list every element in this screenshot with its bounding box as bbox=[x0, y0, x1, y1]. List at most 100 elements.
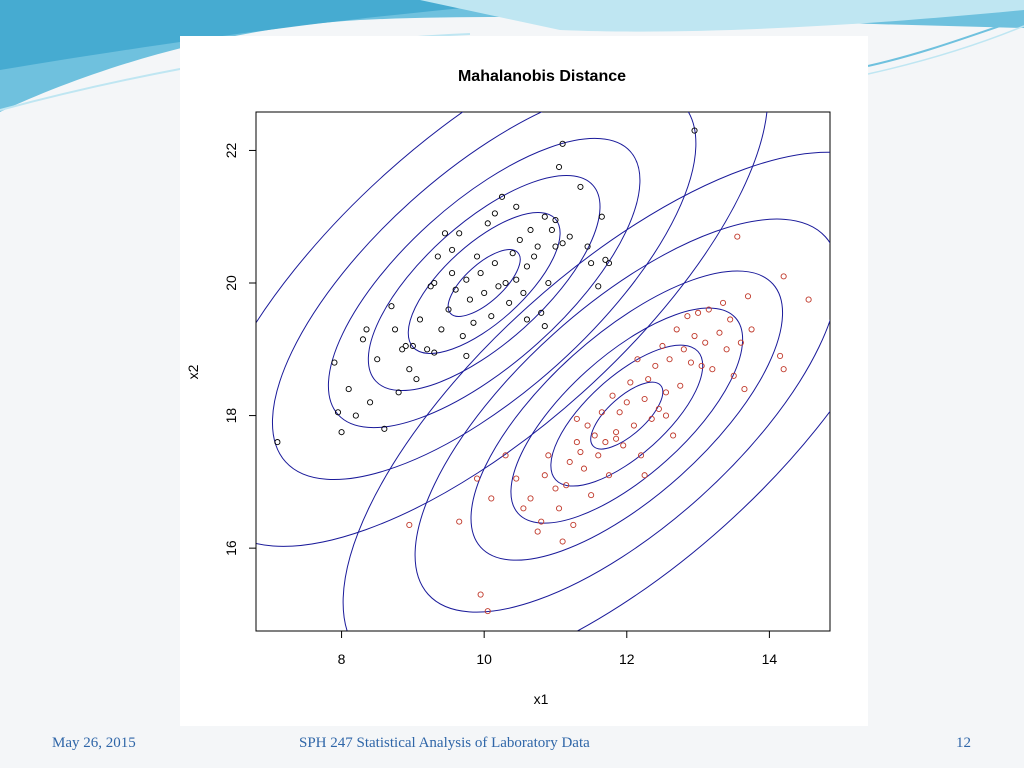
data-point-2-7 bbox=[502, 452, 509, 459]
contour-ellipse-1-6 bbox=[256, 112, 769, 547]
data-point-2-56 bbox=[698, 362, 705, 369]
data-point-1-9 bbox=[367, 399, 374, 406]
data-point-2-27 bbox=[595, 452, 602, 459]
data-point-1-2 bbox=[331, 359, 338, 366]
data-point-2-63 bbox=[727, 316, 734, 323]
data-point-1-6 bbox=[352, 412, 359, 419]
data-point-1-57 bbox=[552, 243, 559, 250]
data-point-2-66 bbox=[744, 293, 752, 300]
data-point-2-59 bbox=[709, 366, 716, 373]
data-point-2-12 bbox=[538, 518, 545, 525]
data-point-1-71 bbox=[431, 279, 438, 287]
data-point-2-42 bbox=[648, 415, 655, 422]
data-point-2-35 bbox=[623, 399, 630, 406]
data-point-2-57 bbox=[702, 339, 709, 346]
page-number: 12 bbox=[956, 735, 971, 751]
data-point-2-10 bbox=[527, 495, 534, 502]
data-point-1-37 bbox=[481, 289, 488, 297]
scatter-chart: Mahalanobis Distance 8 10 12 14 16 18 20 22 x1… bbox=[185, 68, 831, 707]
contour-ellipse-1-3 bbox=[367, 174, 601, 392]
data-point-1-59 bbox=[559, 140, 566, 147]
data-point-1-55 bbox=[545, 279, 552, 287]
data-point-1-73 bbox=[552, 216, 559, 224]
data-point-1-76 bbox=[541, 323, 548, 330]
data-point-2-22 bbox=[577, 448, 584, 456]
data-point-2-9 bbox=[520, 505, 527, 512]
data-point-2-54 bbox=[691, 332, 698, 340]
data-point-2-53 bbox=[687, 359, 695, 366]
data-point-2-41 bbox=[645, 376, 652, 383]
data-point-1-4 bbox=[338, 429, 345, 436]
data-point-1-14 bbox=[395, 389, 402, 396]
data-point-1-19 bbox=[413, 376, 420, 383]
data-point-1-26 bbox=[441, 230, 449, 237]
data-point-2-36 bbox=[627, 379, 634, 386]
data-point-2-33 bbox=[616, 409, 623, 416]
data-point-2-16 bbox=[555, 505, 563, 512]
data-point-2-70 bbox=[805, 296, 812, 303]
data-point-2-45 bbox=[659, 342, 666, 350]
data-point-2-21 bbox=[573, 439, 580, 446]
data-point-1-45 bbox=[509, 250, 516, 257]
data-point-2-48 bbox=[670, 432, 677, 439]
x-axis: 8 10 12 14 bbox=[338, 630, 778, 667]
data-point-1-31 bbox=[459, 332, 466, 340]
data-point-1-20 bbox=[416, 316, 424, 323]
plot-frame bbox=[255, 111, 831, 632]
data-point-1-74 bbox=[513, 203, 520, 210]
data-point-1-23 bbox=[431, 349, 438, 356]
data-point-1-67 bbox=[605, 260, 613, 267]
y-tick-label: 20 bbox=[223, 275, 239, 291]
data-point-1-18 bbox=[409, 342, 416, 350]
data-point-1-54 bbox=[541, 213, 548, 220]
data-point-1-42 bbox=[498, 193, 506, 200]
banner-highlight bbox=[0, 0, 560, 70]
y-axis-label: x2 bbox=[185, 364, 201, 379]
data-point-1-24 bbox=[434, 253, 441, 260]
data-point-1-61 bbox=[577, 183, 584, 190]
data-point-2-49 bbox=[673, 326, 680, 333]
data-point-2-61 bbox=[719, 299, 727, 306]
data-point-1-50 bbox=[527, 226, 534, 234]
contour-ellipse-2-5 bbox=[414, 218, 830, 613]
data-point-1-29 bbox=[452, 286, 459, 293]
data-point-1-44 bbox=[506, 299, 513, 306]
data-point-2-15 bbox=[552, 485, 559, 492]
contour-ellipse-2-4 bbox=[470, 270, 784, 561]
contour-ellipse-2-2 bbox=[550, 344, 704, 487]
data-point-2-65 bbox=[737, 339, 744, 346]
x-tick-label: 8 bbox=[338, 651, 346, 667]
data-point-2-67 bbox=[748, 326, 755, 333]
data-point-2-30 bbox=[605, 472, 613, 479]
data-point-2-3 bbox=[473, 475, 481, 482]
data-point-1-13 bbox=[391, 326, 399, 333]
y-tick-label: 22 bbox=[223, 142, 239, 158]
x-tick-label: 14 bbox=[762, 651, 778, 667]
data-point-2-51 bbox=[680, 346, 687, 353]
data-point-1-64 bbox=[595, 283, 602, 290]
data-point-2-44 bbox=[655, 405, 662, 413]
contour-ellipse-1-5 bbox=[271, 112, 697, 481]
data-point-1-46 bbox=[513, 276, 520, 283]
data-point-1-66 bbox=[602, 256, 609, 263]
data-point-2-20 bbox=[570, 521, 577, 528]
data-point-1-48 bbox=[520, 289, 527, 297]
data-point-2-76 bbox=[613, 435, 620, 442]
footer-date: May 26, 2015 bbox=[52, 735, 136, 751]
data-point-2-29 bbox=[602, 439, 609, 446]
data-point-1-65 bbox=[598, 213, 605, 220]
data-point-1-62 bbox=[584, 243, 591, 250]
data-point-2-32 bbox=[613, 429, 620, 436]
data-point-2-40 bbox=[641, 395, 648, 403]
data-point-2-37 bbox=[630, 422, 637, 429]
data-point-1-8 bbox=[363, 326, 370, 333]
data-point-1-33 bbox=[466, 296, 473, 303]
data-point-1-69 bbox=[491, 210, 498, 217]
contour-ellipse-1-4 bbox=[327, 137, 641, 429]
data-point-1-36 bbox=[477, 270, 484, 277]
x-tick-label: 12 bbox=[619, 651, 635, 667]
data-point-1-49 bbox=[523, 263, 531, 270]
data-point-2-64 bbox=[730, 372, 737, 379]
chart-title: Mahalanobis Distance bbox=[458, 68, 626, 85]
banner-swoosh bbox=[420, 0, 1024, 32]
